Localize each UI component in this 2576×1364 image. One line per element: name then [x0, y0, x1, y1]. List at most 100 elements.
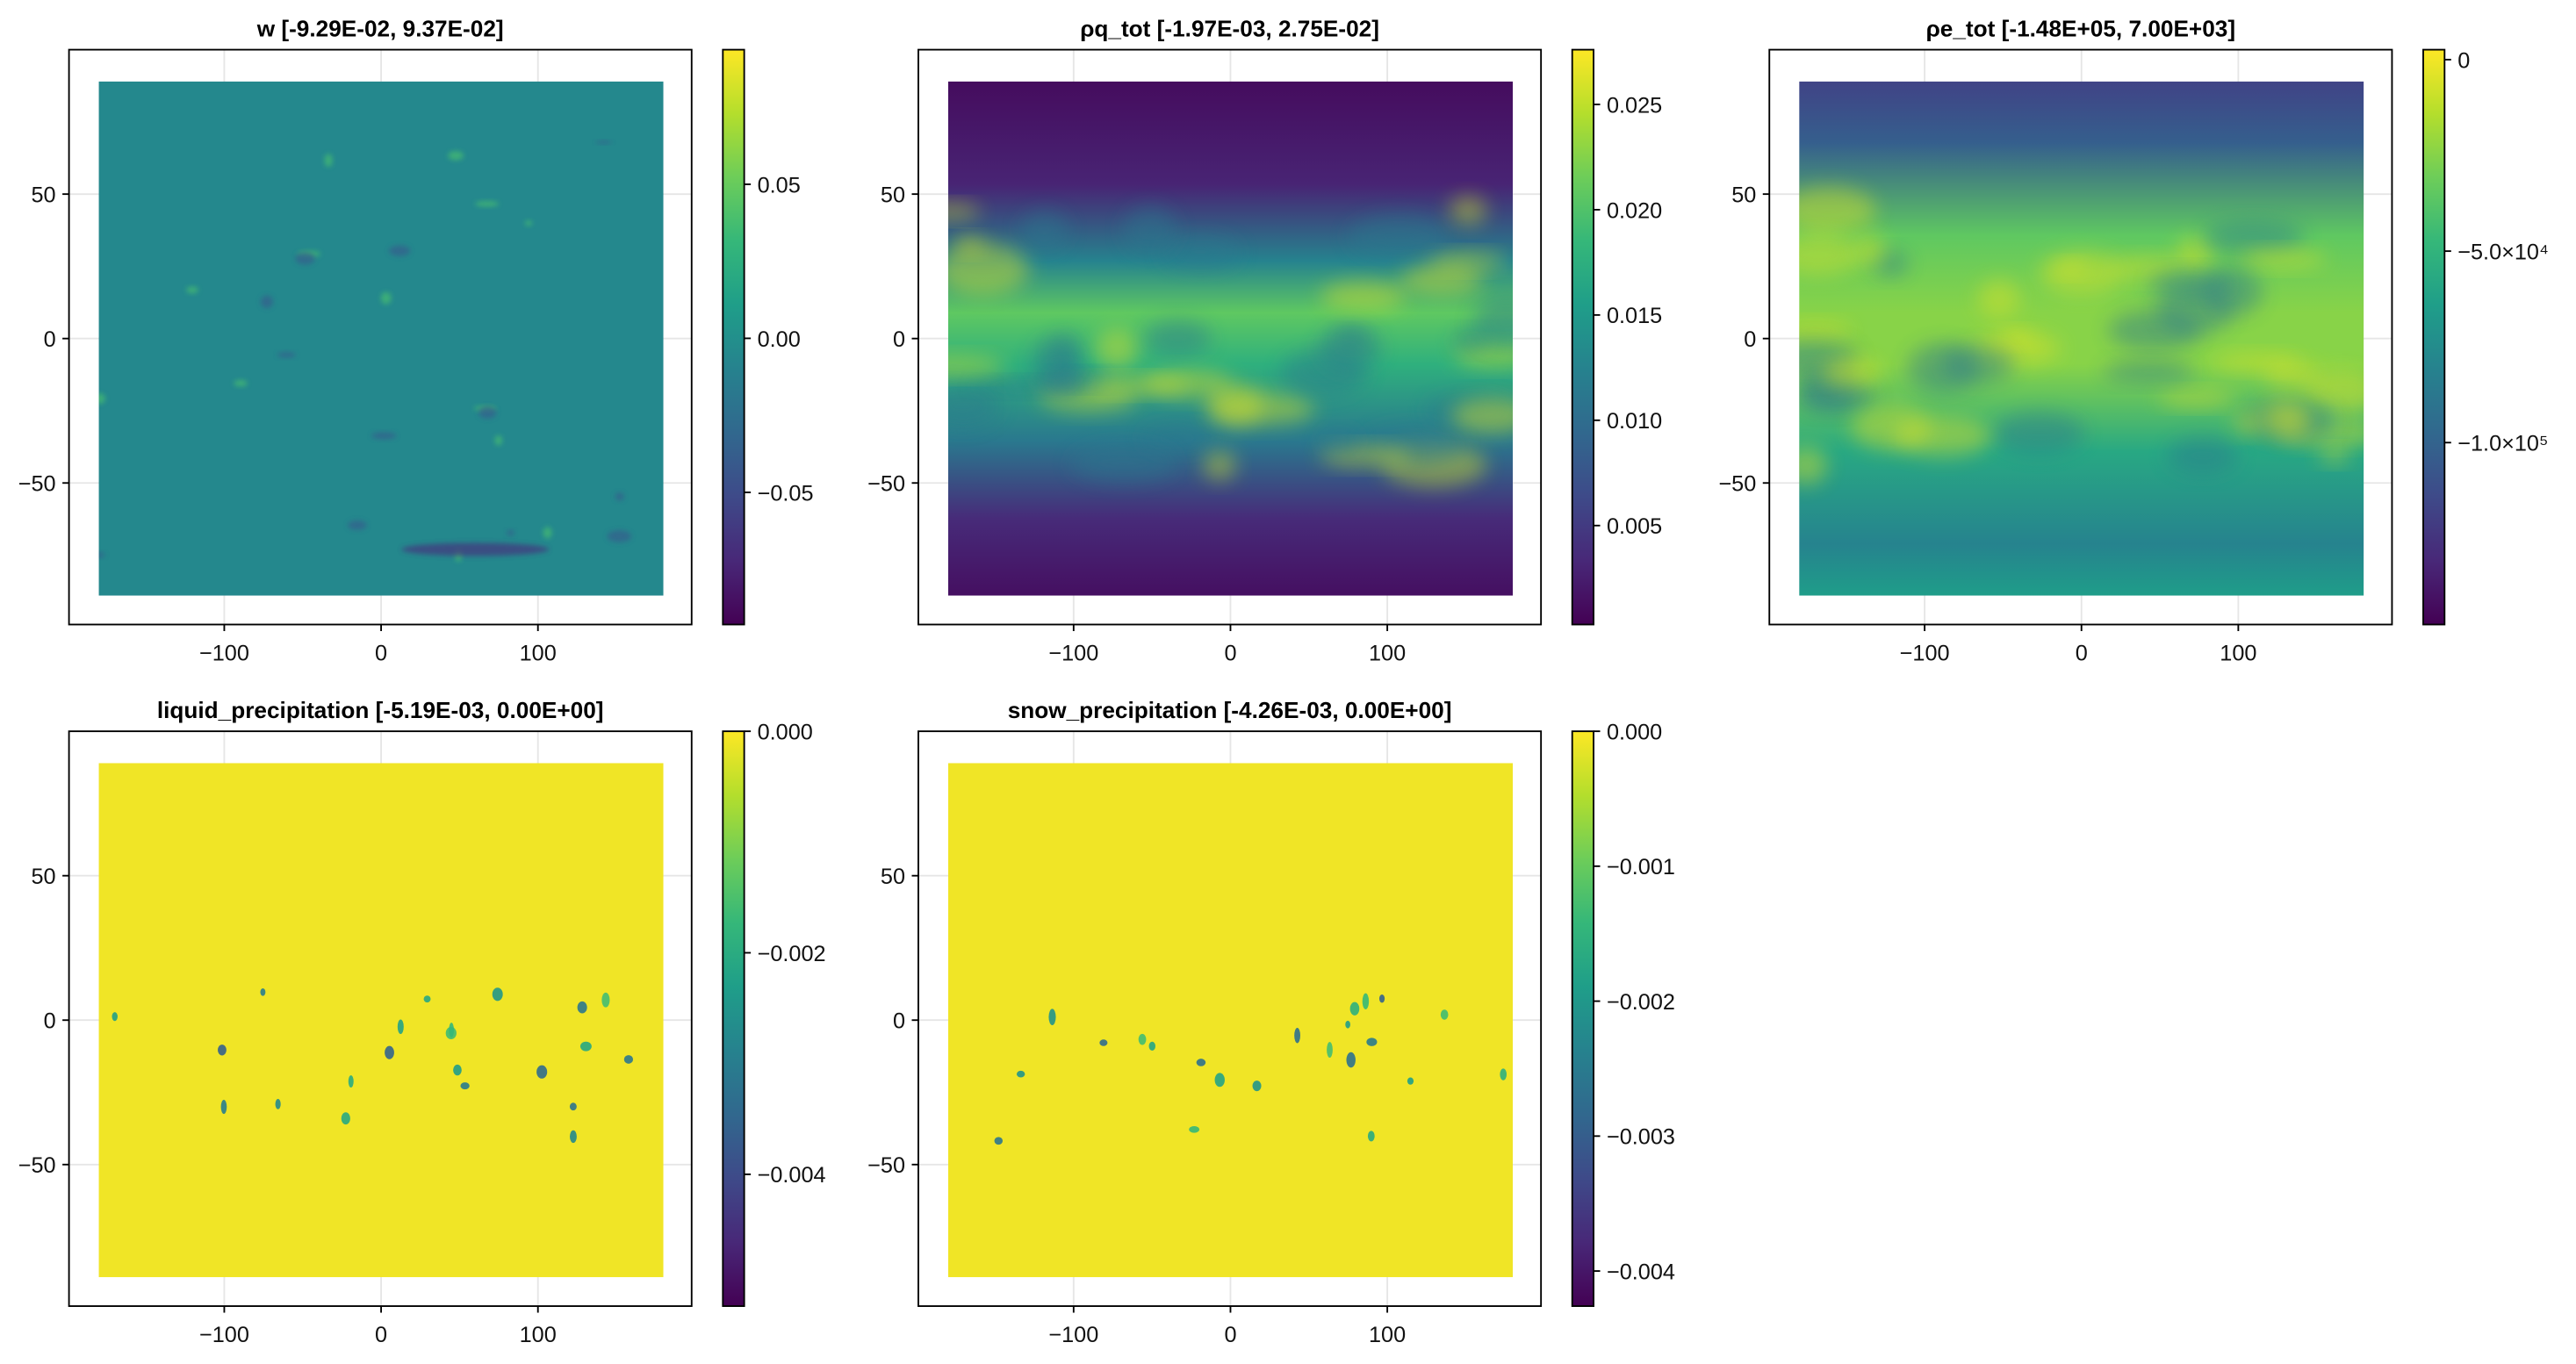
field-base — [947, 763, 1514, 1278]
x-tick-label: −100 — [1048, 642, 1098, 666]
field-feature — [401, 542, 550, 556]
field-feature — [492, 987, 503, 1001]
field-feature — [2147, 270, 2233, 297]
field-feature — [1362, 993, 1370, 1009]
colorbar-tick-label: 0.000 — [758, 720, 813, 744]
field-feature — [260, 295, 273, 308]
field-feature — [1977, 279, 2021, 319]
field-feature — [1407, 1077, 1414, 1085]
field-feature — [1450, 196, 1487, 226]
y-tick-label: 50 — [1731, 183, 1756, 208]
colorbar-tick-label: −0.002 — [758, 942, 826, 966]
colorbar-tick-label: −0.004 — [758, 1163, 826, 1188]
field-feature — [2233, 412, 2263, 434]
y-tick-label: −50 — [18, 1153, 56, 1178]
y-tick-label: 0 — [44, 1009, 56, 1034]
field-feature — [577, 1001, 587, 1014]
field-feature — [1048, 1009, 1056, 1026]
field-feature — [1366, 1037, 1378, 1046]
field-feature — [1090, 377, 1189, 395]
field-feature — [277, 352, 297, 358]
field-feature — [947, 203, 981, 220]
y-tick-label: 50 — [881, 865, 905, 889]
field-feature — [1440, 1009, 1449, 1020]
x-tick-label: 100 — [1369, 642, 1406, 666]
field-base — [947, 81, 1514, 596]
field-feature — [1160, 235, 1241, 270]
field-feature — [1031, 337, 1077, 386]
field-feature — [348, 520, 367, 530]
field-feature — [623, 1055, 634, 1064]
field-feature — [186, 286, 198, 294]
field-feature — [2158, 390, 2234, 407]
field-feature — [341, 1112, 350, 1125]
field-feature — [947, 355, 1006, 377]
field-feature — [947, 384, 1001, 427]
field-feature — [1019, 211, 1069, 250]
field-feature — [1500, 1068, 1507, 1080]
colorbar-tick-label: 0.010 — [1607, 409, 1662, 434]
field-feature — [1144, 319, 1212, 356]
colorbar-tick-label: 0.020 — [1607, 198, 1662, 223]
colorbar-tick-label: −0.05 — [758, 481, 814, 506]
field-feature — [525, 219, 532, 226]
field-feature — [388, 245, 411, 256]
field-feature — [98, 393, 105, 405]
colorbar — [1571, 48, 1594, 626]
x-tick-label: 0 — [2076, 642, 2088, 666]
heatmap-field — [98, 763, 664, 1278]
field-feature — [1203, 450, 1236, 481]
x-tick-label: 0 — [1224, 1323, 1236, 1347]
field-feature — [1138, 1033, 1147, 1045]
panel-title: liquid_precipitation [-5.19E-03, 0.00E+0… — [157, 697, 604, 723]
field-feature — [579, 1041, 592, 1052]
heatmap-field — [1799, 81, 2364, 596]
field-feature — [1854, 233, 1886, 266]
colorbar — [722, 730, 745, 1307]
x-tick-label: −100 — [1900, 642, 1950, 666]
field-feature — [2102, 360, 2196, 384]
field-feature — [2319, 447, 2350, 464]
field-feature — [1349, 1001, 1360, 1016]
field-feature — [234, 379, 248, 387]
colorbar — [2422, 48, 2446, 626]
colorbar-tick-label: 0.025 — [1607, 93, 1662, 118]
colorbar-tick-label: 0.000 — [1607, 720, 1662, 744]
field-feature — [1799, 381, 1876, 413]
x-tick-label: 100 — [520, 1323, 557, 1347]
field-feature — [607, 530, 632, 542]
panel-title: ρq_tot [-1.97E-03, 2.75E-02] — [1080, 16, 1379, 42]
field-feature — [397, 1019, 404, 1035]
panel-1: w [-9.29E-02, 9.37E-02] −100 0 100 −50 0 50 0.0… — [18, 16, 814, 666]
field-feature — [1346, 1052, 1356, 1068]
field-feature — [1348, 214, 1450, 260]
field-feature — [112, 1012, 118, 1022]
field-feature — [1993, 412, 2085, 454]
field-feature — [1294, 1027, 1300, 1044]
field-feature — [460, 1082, 470, 1090]
panel-2: ρq_tot [-1.97E-03, 2.75E-02] −100 0 100 −50 0… — [867, 16, 1662, 666]
field-feature — [1378, 994, 1385, 1003]
x-tick-label: 100 — [1369, 1323, 1406, 1347]
colorbar-tick-label: 0.015 — [1607, 304, 1662, 328]
colorbar — [722, 48, 745, 626]
x-tick-label: 0 — [375, 642, 387, 666]
field-feature — [536, 1065, 548, 1079]
field-feature — [479, 406, 497, 419]
field-feature — [1799, 321, 1853, 341]
panel-title: w [-9.29E-02, 9.37E-02] — [256, 16, 504, 42]
field-feature — [1821, 357, 1881, 389]
field-feature — [1196, 1059, 1206, 1066]
field-feature — [2039, 251, 2124, 295]
field-feature — [1327, 1042, 1333, 1059]
field-feature — [1940, 345, 2015, 384]
field-feature — [385, 1045, 394, 1059]
field-feature — [449, 1023, 455, 1037]
field-feature — [1122, 206, 1178, 255]
field-feature — [570, 1130, 577, 1144]
y-tick-label: −50 — [18, 472, 56, 497]
colorbar-tick-label: −5.0×10⁴ — [2457, 240, 2549, 264]
panel-4: liquid_precipitation [-5.19E-03, 0.00E+0… — [18, 697, 826, 1347]
heatmap-field — [98, 81, 664, 596]
